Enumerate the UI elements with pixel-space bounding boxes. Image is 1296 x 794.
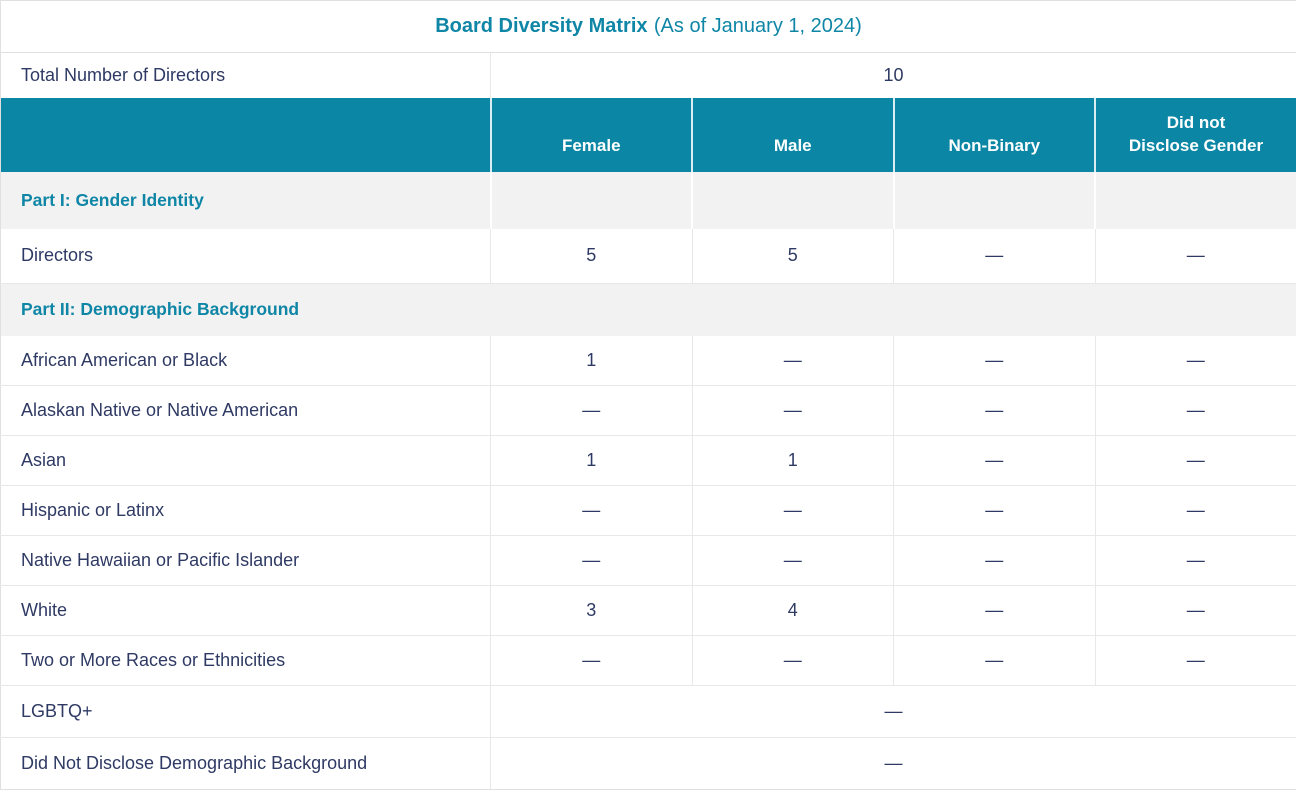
cell-value: — [490, 535, 692, 586]
cell-value: — [490, 635, 692, 686]
total-directors-row: Total Number of Directors 10 [0, 52, 1296, 98]
column-header-male: Male [691, 97, 894, 172]
cell-value: — [691, 635, 894, 686]
cell-value: — [1094, 435, 1296, 486]
table-row-lgbtq: LGBTQ+ — [0, 685, 1296, 738]
cell-value: — [1094, 335, 1296, 386]
section-part2-row: Part II: Demographic Background [0, 283, 1296, 336]
cell-value: — [1094, 585, 1296, 636]
row-label: Asian [0, 435, 491, 486]
section-part1-heading: Part I: Gender Identity [0, 171, 491, 229]
row-label: Hispanic or Latinx [0, 485, 491, 536]
cell-value: — [691, 485, 894, 536]
table-row-asian: Asian 1 1 — — [0, 435, 1296, 486]
cell-value: — [893, 228, 1095, 284]
cell-value: 5 [490, 228, 692, 284]
cell-value: — [691, 335, 894, 386]
cell-value: 5 [691, 228, 894, 284]
cell-value: — [893, 435, 1095, 486]
section-part1-cell [489, 171, 692, 229]
row-label: Alaskan Native or Native American [0, 385, 491, 436]
cell-value: — [691, 385, 894, 436]
cell-value: 4 [691, 585, 894, 636]
table-row-did-not-disclose-background: Did Not Disclose Demographic Background … [1, 737, 1296, 790]
cell-value: — [490, 385, 692, 436]
cell-value: 1 [490, 435, 692, 486]
column-header-row: Female Male Non-Binary Did not Disclose … [0, 97, 1296, 172]
cell-value: — [893, 635, 1095, 686]
table-title-suffix: (As of January 1, 2024) [653, 15, 862, 37]
row-label: LGBTQ+ [0, 685, 491, 738]
cell-value: — [490, 485, 692, 536]
table-title-main: Board Diversity Matrix [435, 15, 648, 37]
row-label: Directors [0, 228, 491, 284]
cell-value-merged: — [490, 737, 1296, 790]
section-part1-row: Part I: Gender Identity [0, 171, 1296, 229]
cell-value: — [893, 485, 1095, 536]
row-label: Native Hawaiian or Pacific Islander [0, 535, 491, 586]
cell-value: — [691, 535, 894, 586]
table-row-hispanic-latinx: Hispanic or Latinx — — — — [0, 485, 1296, 536]
column-header-female: Female [489, 97, 692, 172]
cell-value: 3 [490, 585, 692, 636]
cell-value: — [893, 385, 1095, 436]
table-row-african-american: African American or Black 1 — — — [0, 335, 1296, 386]
column-header-empty [0, 97, 491, 172]
cell-value-merged: — [490, 685, 1296, 738]
table-title: Board Diversity Matrix (As of January 1, … [0, 0, 1296, 53]
row-label: African American or Black [0, 335, 491, 386]
table-row-two-or-more-races: Two or More Races or Ethnicities — — — — [0, 635, 1296, 686]
total-directors-label: Total Number of Directors [0, 52, 491, 98]
cell-value: — [1094, 385, 1296, 436]
column-header-nonbinary: Non-Binary [892, 97, 1095, 172]
table-row-alaskan-native: Alaskan Native or Native American — — — … [0, 385, 1296, 436]
cell-value: — [1094, 635, 1296, 686]
cell-value: — [893, 585, 1095, 636]
cell-value: 1 [490, 335, 692, 386]
section-part1-cell [892, 171, 1095, 229]
table-title-row: Board Diversity Matrix (As of January 1, … [0, 0, 1296, 53]
table-row-directors: Directors 5 5 — — [0, 228, 1296, 284]
cell-value: — [1094, 228, 1296, 284]
section-part2-heading: Part II: Demographic Background [0, 283, 1296, 336]
table-row-native-hawaiian: Native Hawaiian or Pacific Islander — — … [0, 535, 1296, 586]
section-part1-cell [691, 171, 894, 229]
table-row-white: White 3 4 — — [0, 585, 1296, 636]
total-directors-value: 10 [883, 64, 904, 85]
cell-value: — [893, 335, 1095, 386]
cell-value: 1 [691, 435, 894, 486]
column-header-did-not-disclose: Did not Disclose Gender [1094, 97, 1296, 172]
cell-value: — [1094, 485, 1296, 536]
row-label: White [0, 585, 491, 636]
cell-value: — [893, 535, 1095, 586]
section-part1-cell [1094, 171, 1296, 229]
row-label: Two or More Races or Ethnicities [0, 635, 491, 686]
row-label: Did Not Disclose Demographic Background [21, 753, 368, 773]
cell-value: — [1094, 535, 1296, 586]
